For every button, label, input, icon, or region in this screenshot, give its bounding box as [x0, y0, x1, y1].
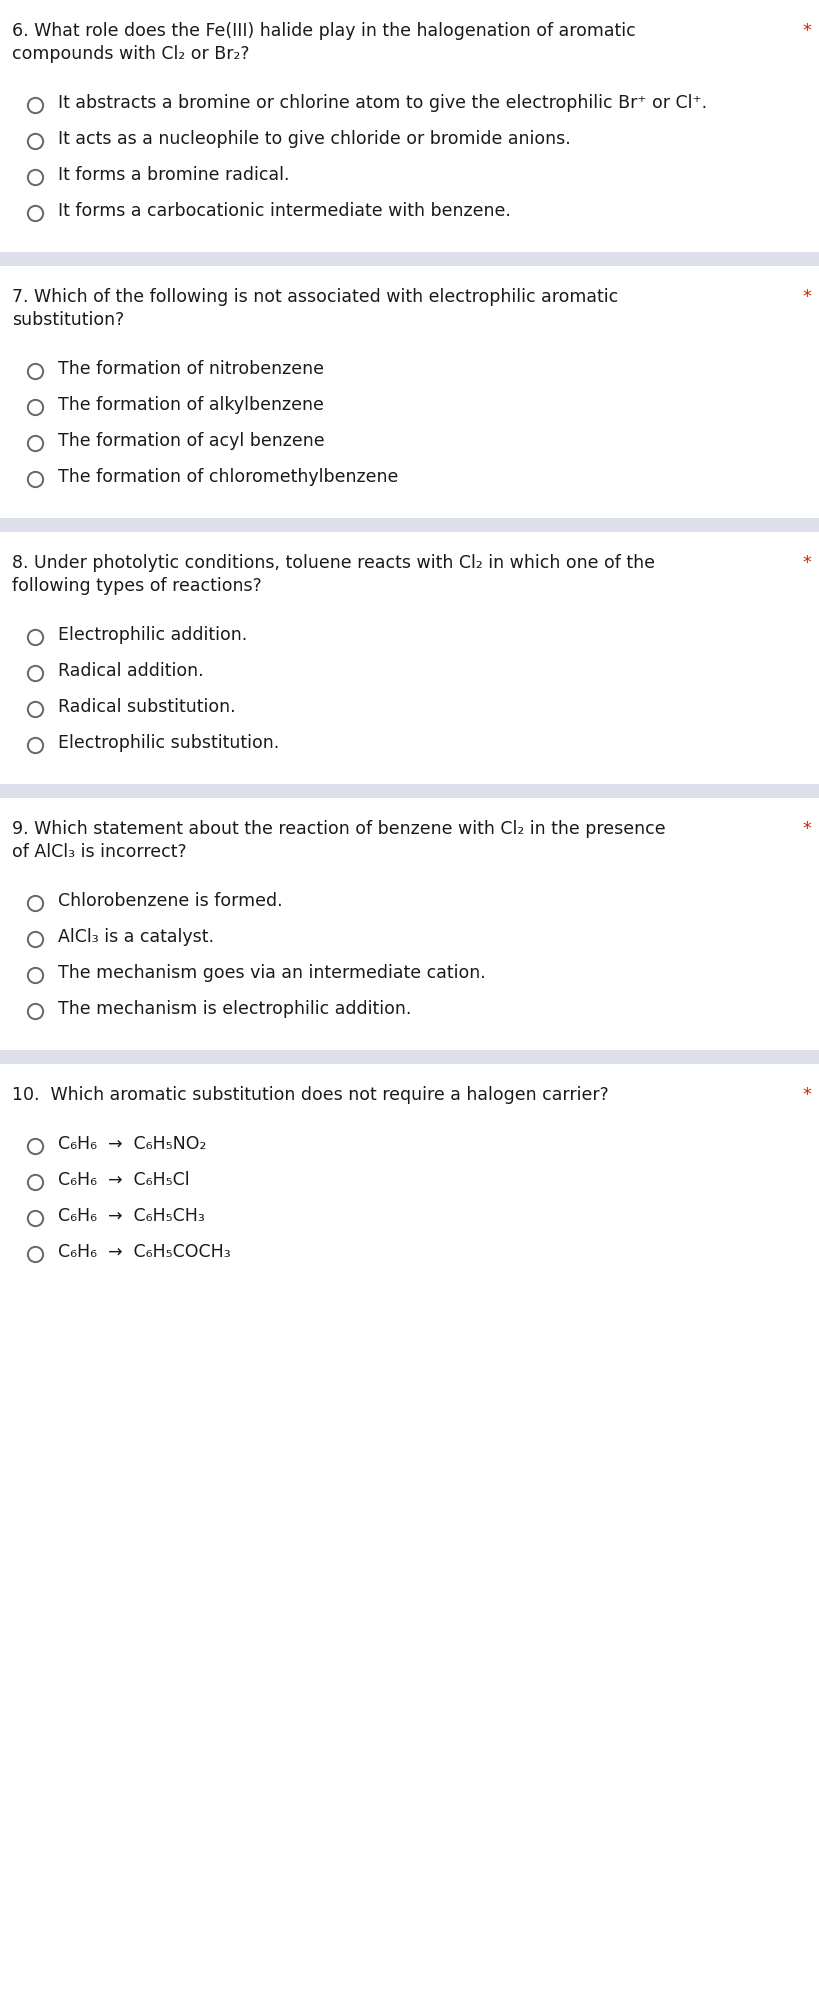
Text: Chlorobenzene is formed.: Chlorobenzene is formed.: [58, 892, 283, 910]
Text: 6. What role does the Fe(III) halide play in the halogenation of aromatic: 6. What role does the Fe(III) halide pla…: [12, 22, 635, 40]
Text: C₆H₆  →  C₆H₅COCH₃: C₆H₆ → C₆H₅COCH₃: [58, 1243, 230, 1261]
Text: 9. Which statement about the reaction of benzene with Cl₂ in the presence: 9. Which statement about the reaction of…: [12, 820, 665, 838]
Text: C₆H₆  →  C₆H₅Cl: C₆H₆ → C₆H₅Cl: [58, 1171, 189, 1189]
Text: It forms a carbocationic intermediate with benzene.: It forms a carbocationic intermediate wi…: [58, 203, 510, 221]
Text: It forms a bromine radical.: It forms a bromine radical.: [58, 166, 289, 184]
Text: compounds with Cl₂ or Br₂?: compounds with Cl₂ or Br₂?: [12, 44, 249, 62]
Text: The formation of alkylbenzene: The formation of alkylbenzene: [58, 395, 324, 413]
Text: *: *: [801, 820, 810, 838]
Text: Electrophilic substitution.: Electrophilic substitution.: [58, 734, 279, 752]
Text: The formation of chloromethylbenzene: The formation of chloromethylbenzene: [58, 467, 398, 485]
Text: AlCl₃ is a catalyst.: AlCl₃ is a catalyst.: [58, 928, 214, 946]
Text: of AlCl₃ is incorrect?: of AlCl₃ is incorrect?: [12, 842, 187, 860]
Text: C₆H₆  →  C₆H₅NO₂: C₆H₆ → C₆H₅NO₂: [58, 1135, 206, 1153]
Text: 8. Under photolytic conditions, toluene reacts with Cl₂ in which one of the: 8. Under photolytic conditions, toluene …: [12, 553, 654, 571]
Text: *: *: [801, 22, 810, 40]
Text: *: *: [801, 553, 810, 571]
Bar: [0, 784, 819, 798]
Text: Electrophilic addition.: Electrophilic addition.: [58, 626, 247, 644]
Text: The mechanism is electrophilic addition.: The mechanism is electrophilic addition.: [58, 1000, 411, 1019]
Text: substitution?: substitution?: [12, 311, 124, 329]
Text: Radical addition.: Radical addition.: [58, 662, 203, 680]
Bar: [0, 517, 819, 531]
Text: following types of reactions?: following types of reactions?: [12, 577, 261, 595]
Text: *: *: [801, 289, 810, 307]
Bar: [0, 1051, 819, 1065]
Bar: [0, 253, 819, 267]
Text: C₆H₆  →  C₆H₅CH₃: C₆H₆ → C₆H₅CH₃: [58, 1207, 205, 1225]
Text: It abstracts a bromine or chlorine atom to give the electrophilic Br⁺ or Cl⁺.: It abstracts a bromine or chlorine atom …: [58, 94, 706, 112]
Text: 7. Which of the following is not associated with electrophilic aromatic: 7. Which of the following is not associa…: [12, 289, 618, 307]
Text: The formation of nitrobenzene: The formation of nitrobenzene: [58, 359, 324, 377]
Text: *: *: [801, 1087, 810, 1105]
Text: 10.  Which aromatic substitution does not require a halogen carrier?: 10. Which aromatic substitution does not…: [12, 1087, 608, 1105]
Text: Radical substitution.: Radical substitution.: [58, 698, 235, 716]
Text: The formation of acyl benzene: The formation of acyl benzene: [58, 431, 324, 449]
Text: It acts as a nucleophile to give chloride or bromide anions.: It acts as a nucleophile to give chlorid…: [58, 130, 570, 148]
Text: The mechanism goes via an intermediate cation.: The mechanism goes via an intermediate c…: [58, 964, 485, 982]
